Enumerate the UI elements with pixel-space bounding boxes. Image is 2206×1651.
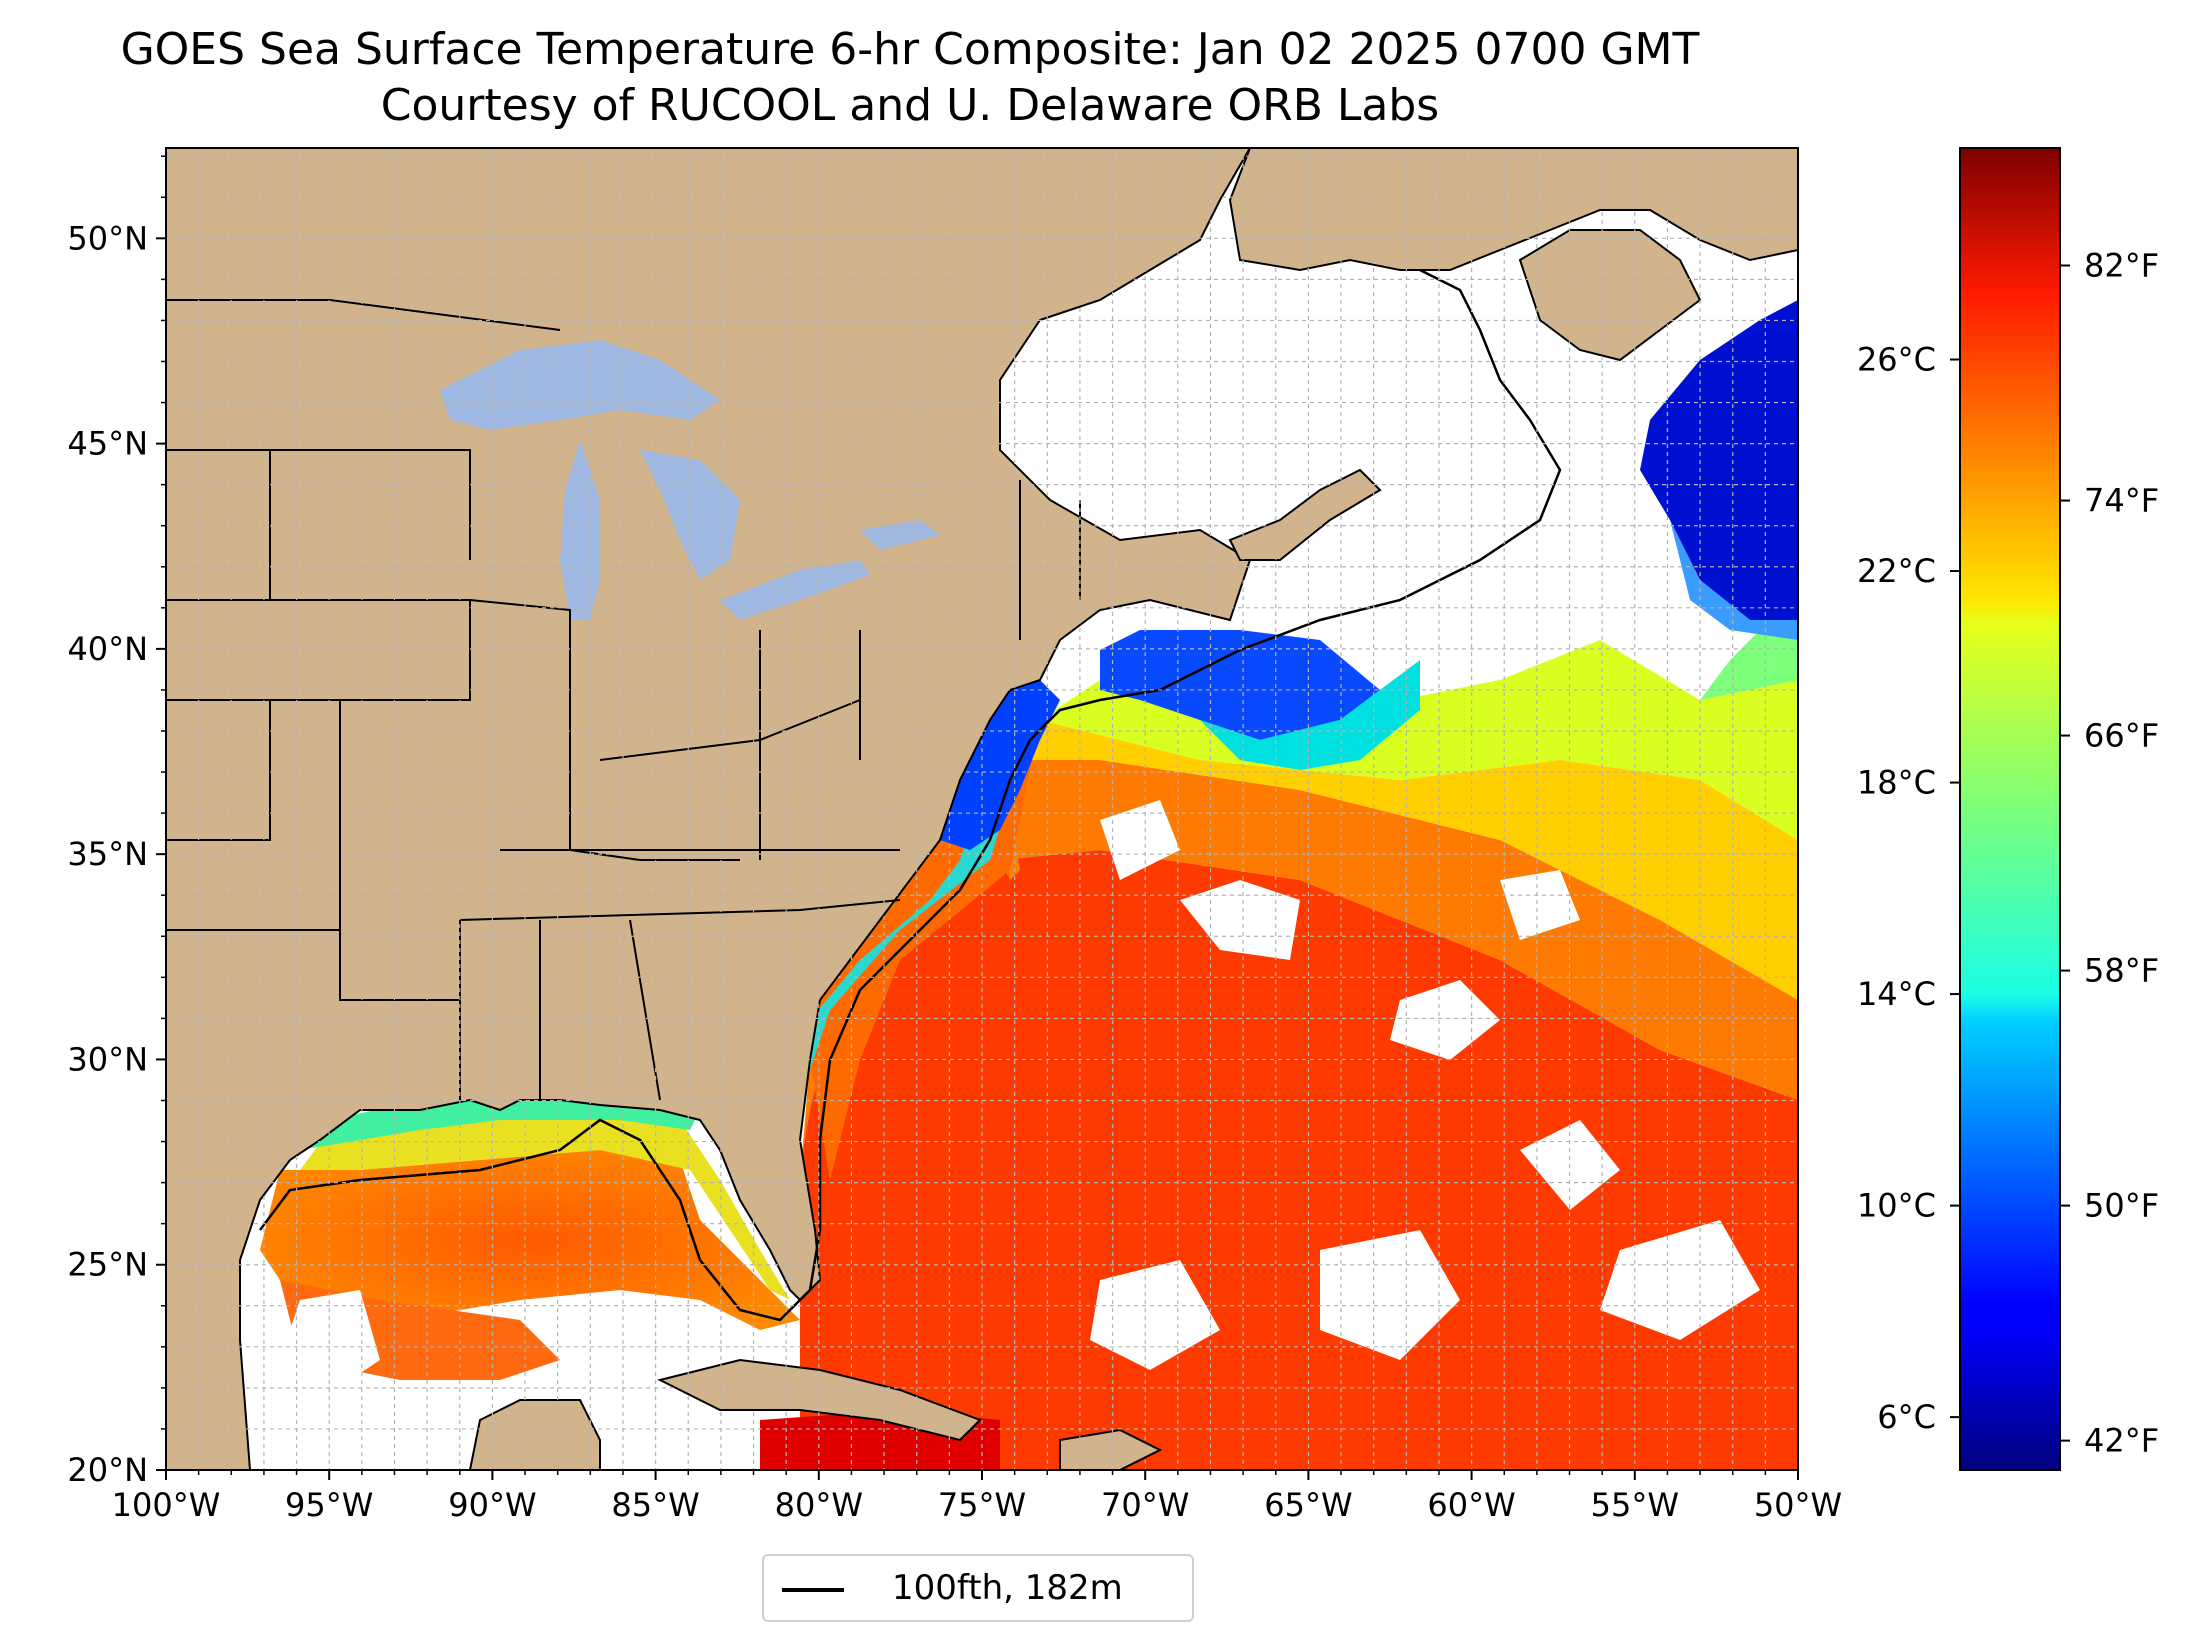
x-tick-label: 100°W	[112, 1486, 221, 1524]
x-tick-label: 75°W	[938, 1486, 1026, 1524]
x-tick-label: 70°W	[1101, 1486, 1189, 1524]
graticule	[166, 148, 1798, 1470]
land-labrador	[1228, 148, 1798, 272]
colorbar-c-label: 10°C	[1857, 1187, 1936, 1225]
sst-slope-cyan	[1200, 660, 1420, 770]
colorbar-f-label: 58°F	[2084, 952, 2159, 990]
y-tick-label: 50°N	[67, 219, 148, 257]
legend-line-swatch	[782, 1588, 844, 1592]
colorbar-f-label: 74°F	[2084, 482, 2159, 520]
colorbar-c-label: 26°C	[1857, 341, 1936, 379]
x-tick-label: 50°W	[1754, 1486, 1842, 1524]
colorbar-c-label: 18°C	[1857, 764, 1936, 802]
x-tick-label: 55°W	[1591, 1486, 1679, 1524]
colorbar-f-label: 50°F	[2084, 1187, 2159, 1225]
colorbar-c-label: 22°C	[1857, 552, 1936, 590]
y-tick-label: 45°N	[67, 425, 148, 463]
sst-gulf-shelf	[300, 1100, 790, 1300]
y-tick-label: 35°N	[67, 835, 148, 873]
cloud-gap-2	[1390, 980, 1500, 1060]
chart-subtitle: Courtesy of RUCOOL and U. Delaware ORB L…	[380, 80, 1440, 131]
map-panel	[166, 148, 1798, 1470]
y-tick-label: 40°N	[67, 630, 148, 668]
sst-atlantic-yellow	[1000, 720, 1798, 1000]
lake-superior	[440, 340, 720, 430]
land-cuba	[657, 1358, 982, 1442]
cloud-gap-3	[1320, 1230, 1460, 1360]
cloud-gap-5	[1090, 1260, 1220, 1370]
y-tick-label: 30°N	[67, 1040, 148, 1078]
lake-erie	[720, 560, 870, 620]
lake-ontario	[860, 520, 940, 550]
land-nova-scotia	[1228, 468, 1382, 561]
land-yucatan	[468, 1399, 601, 1470]
colorbar-f-label: 66°F	[2084, 717, 2159, 755]
chart-title: GOES Sea Surface Temperature 6-hr Compos…	[120, 24, 1700, 75]
colorbar-c-label: 6°C	[1877, 1398, 1936, 1436]
colorbar-f-label: 42°F	[2084, 1422, 2159, 1460]
land	[166, 148, 1798, 1470]
land-hispaniola	[1059, 1428, 1163, 1470]
colorbar-f-label: 82°F	[2084, 247, 2159, 285]
lake-huron	[640, 450, 740, 580]
isobath-100fth	[259, 268, 1562, 1322]
y-tick-label: 25°N	[67, 1246, 148, 1284]
x-tick-label: 80°W	[775, 1486, 863, 1524]
y-tick-label: 20°N	[67, 1451, 148, 1489]
x-tick-label: 95°W	[285, 1486, 373, 1524]
legend-label: 100fth, 182m	[892, 1568, 1123, 1608]
sst-labrador-cold	[1640, 300, 1798, 620]
colorbar-ticks: 42°F 50°F 58°F 66°F 74°F 82°F 6°C 10°C 14°C 18°C 2…	[1857, 247, 2159, 1460]
land-newfoundland	[1518, 229, 1702, 362]
x-tick-label: 90°W	[448, 1486, 536, 1524]
boundaries	[166, 299, 1081, 1101]
cloud-gap-9	[1500, 870, 1580, 940]
cloud-gap-6	[280, 1290, 380, 1400]
sst-atlantic-orange	[800, 760, 1798, 1180]
sst-gulfofmaine-cold	[1100, 630, 1380, 740]
sst-grandbanks-blue	[1670, 520, 1798, 640]
sst-midatlantic-cold	[940, 680, 1060, 850]
x-tick-label: 60°W	[1427, 1486, 1515, 1524]
legend: 100fth, 182m	[762, 1554, 1194, 1622]
x-tick-label: 65°W	[1264, 1486, 1352, 1524]
x-tick-label: 85°W	[611, 1486, 699, 1524]
colorbar-c-label: 14°C	[1857, 975, 1936, 1013]
sst-atlantic-green	[1700, 630, 1798, 700]
cloud-gap-4	[1600, 1220, 1760, 1340]
cloud-gap-8	[1100, 800, 1180, 880]
colorbar	[1959, 147, 2061, 1471]
sst-field	[260, 300, 1798, 1470]
land-north-america	[166, 148, 1252, 1470]
sst-atlantic-warm	[800, 850, 1798, 1470]
axis-ticks: 100°W 95°W 90°W 85°W 80°W 75°W 70°W 65°W 60°W 55°…	[67, 155, 1842, 1524]
